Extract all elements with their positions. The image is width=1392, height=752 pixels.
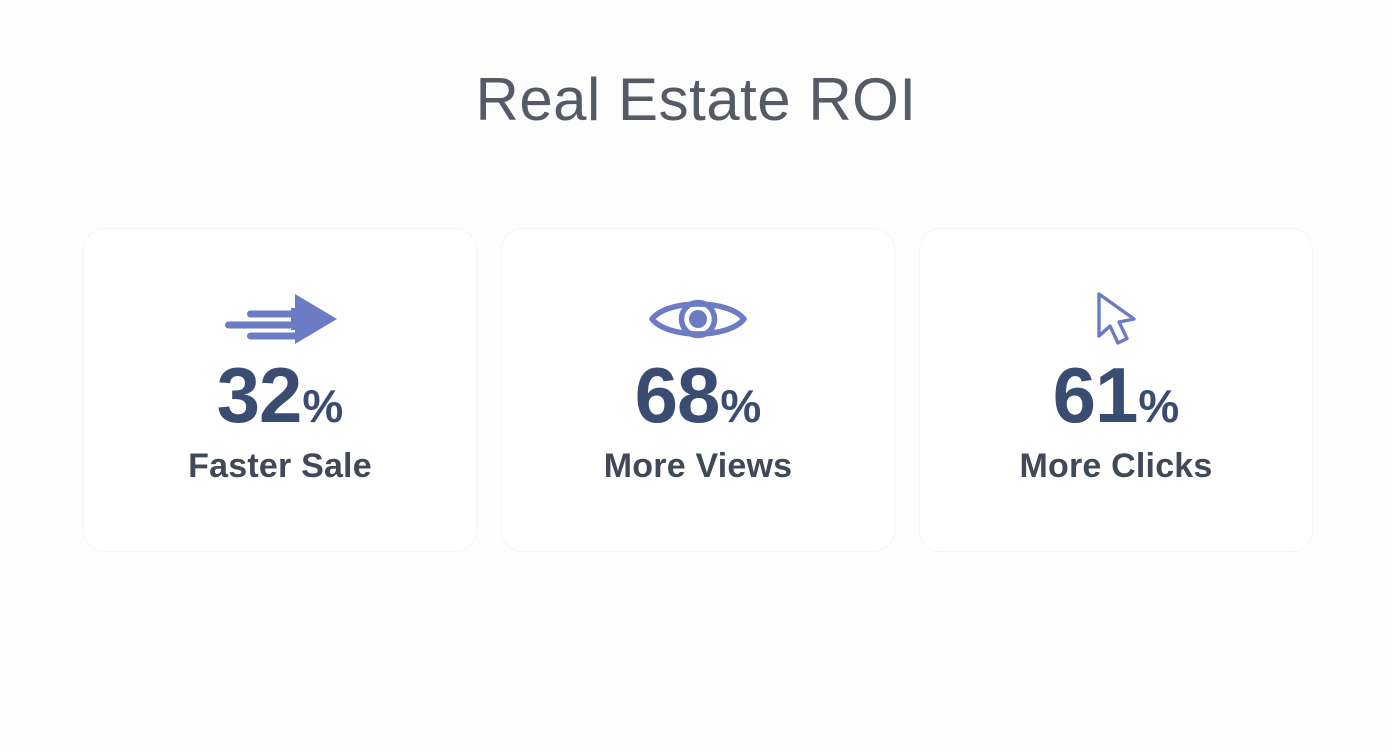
stat-card-more-views[interactable]: 68 % More Views: [501, 228, 895, 552]
stats-card-row: 32 % Faster Sale 68 % More Views: [83, 228, 1313, 552]
fast-forward-arrow-icon: [217, 288, 343, 350]
stat-number: 68: [634, 351, 721, 440]
stat-unit: %: [302, 380, 344, 433]
eye-icon: [646, 288, 750, 350]
stat-unit: %: [720, 380, 762, 433]
stat-unit: %: [1138, 380, 1180, 433]
stat-card-more-clicks[interactable]: 61 % More Clicks: [919, 228, 1313, 552]
stat-label-faster-sale: Faster Sale: [188, 447, 372, 486]
stat-value-faster-sale: 32 %: [217, 356, 344, 434]
stat-number: 61: [1052, 351, 1139, 440]
stat-value-more-clicks: 61 %: [1053, 356, 1180, 434]
stat-value-more-views: 68 %: [635, 356, 762, 434]
stat-label-more-clicks: More Clicks: [1019, 447, 1213, 486]
stat-card-faster-sale[interactable]: 32 % Faster Sale: [83, 228, 477, 552]
page-title: Real Estate ROI: [475, 66, 917, 133]
cursor-pointer-icon: [1085, 288, 1147, 350]
stat-label-more-views: More Views: [603, 447, 793, 486]
stat-number: 32: [216, 351, 303, 440]
